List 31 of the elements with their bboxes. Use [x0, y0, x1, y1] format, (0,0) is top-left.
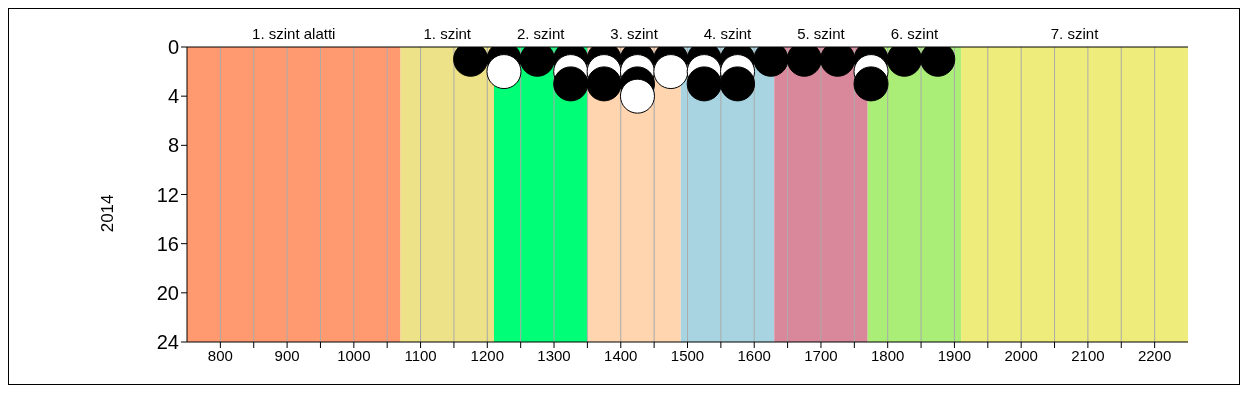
- x-tick-label: 1500: [670, 346, 705, 364]
- x-tick-label: 2200: [1137, 346, 1172, 364]
- x-tick-label: 900: [274, 346, 300, 364]
- x-tick-label: 2100: [1071, 346, 1105, 364]
- band-label: 2. szint: [516, 25, 566, 42]
- y-tick-label: 8: [167, 134, 179, 157]
- x-tick-label: 1000: [337, 346, 371, 364]
- band-label: 4. szint: [703, 25, 753, 42]
- y-tick-label: 16: [156, 232, 179, 255]
- x-tick-label: 1400: [604, 346, 638, 364]
- x-tick-label: 1100: [404, 346, 437, 364]
- band-label: 6. szint: [890, 25, 939, 42]
- y-tick-label: 12: [156, 183, 179, 206]
- y-tick-label: 0: [167, 36, 179, 59]
- y-axis-title: 2014: [98, 194, 118, 233]
- x-tick-label: 1600: [737, 346, 771, 364]
- x-tick-label: 1200: [470, 346, 504, 364]
- y-tick-label: 4: [167, 85, 179, 108]
- x-tick-label: 1700: [804, 346, 838, 364]
- x-tick-label: 2000: [1004, 346, 1038, 364]
- x-tick-label: 800: [207, 346, 233, 364]
- band-label: 1. szint: [423, 25, 472, 42]
- x-tick-label: 1300: [537, 346, 571, 364]
- x-tick-label: 1900: [937, 346, 972, 364]
- band-label: 7. szint: [1050, 25, 1100, 42]
- y-tick-label: 20: [156, 281, 179, 304]
- x-tick-label: 1800: [871, 346, 905, 364]
- band-label: 1. szint alatti: [252, 25, 336, 42]
- band-label: 3. szint: [610, 25, 659, 42]
- y-tick-label: 24: [156, 331, 179, 354]
- band-label: 5. szint: [797, 25, 846, 42]
